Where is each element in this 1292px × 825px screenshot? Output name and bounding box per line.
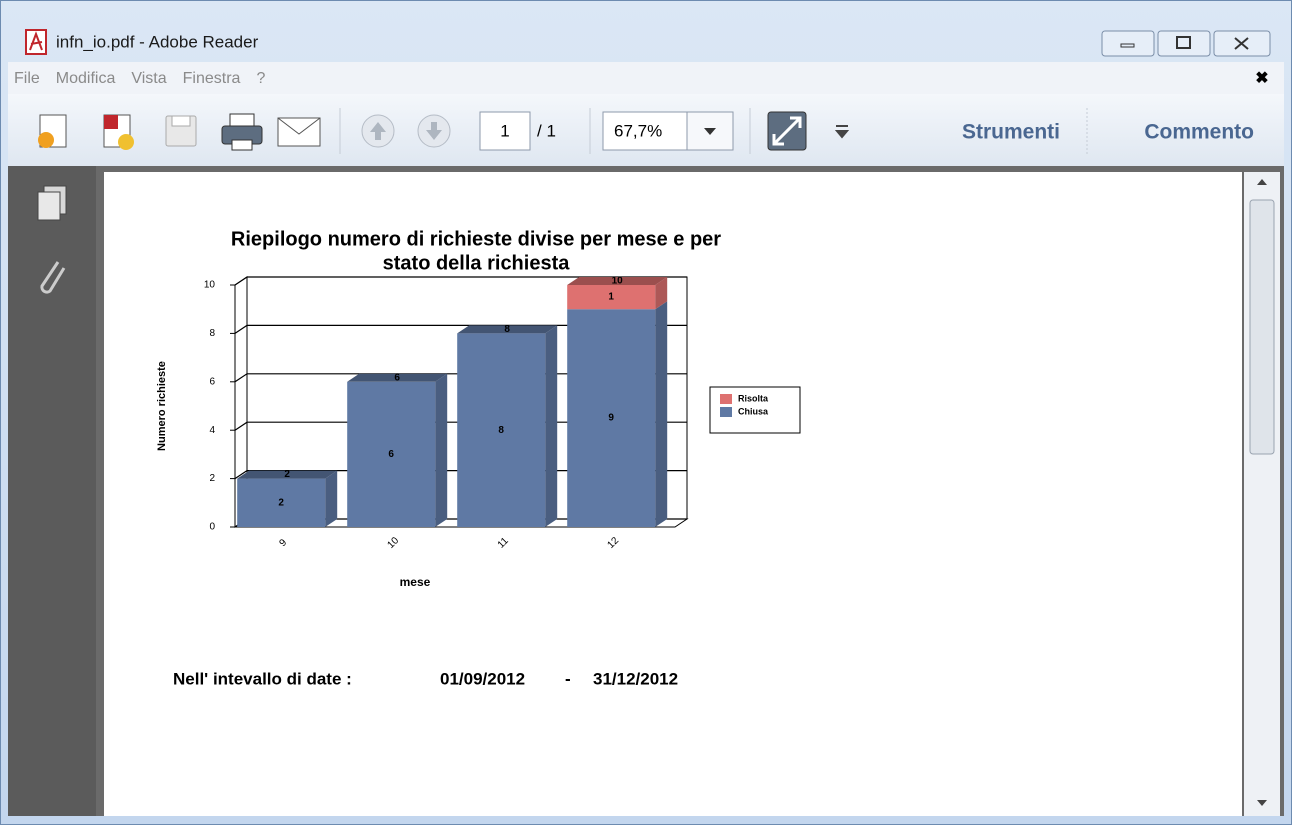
print-icon-paper bbox=[229, 113, 255, 127]
chart-title: stato della richiesta bbox=[383, 252, 571, 274]
chart: Riepilogo numero di richieste divise per… bbox=[156, 228, 801, 589]
y-tick-label: 8 bbox=[209, 328, 215, 339]
zoom-input[interactable] bbox=[602, 111, 688, 151]
legend-label: Risolta bbox=[738, 393, 769, 403]
zoom-value[interactable]: 67,7% bbox=[614, 121, 662, 140]
next-page-glyph bbox=[426, 122, 442, 140]
bar-top bbox=[567, 277, 668, 285]
email-icon-flap bbox=[277, 117, 321, 135]
y-tick-label: 0 bbox=[209, 522, 215, 533]
email-icon[interactable] bbox=[277, 117, 321, 147]
bar-top bbox=[237, 470, 338, 479]
menu-item[interactable]: Vista bbox=[131, 70, 166, 87]
chart-title: Riepilogo numero di richieste divise per… bbox=[231, 228, 721, 250]
bar-side bbox=[325, 470, 338, 527]
total-label: 10 bbox=[612, 276, 624, 287]
bar-side bbox=[435, 373, 448, 527]
menu-items: File Modifica Vista Finestra? bbox=[14, 70, 265, 87]
scrollbar-thumb[interactable] bbox=[1249, 199, 1275, 455]
maximize-button[interactable] bbox=[1157, 30, 1211, 57]
bar-side bbox=[655, 277, 668, 310]
save-icon-label bbox=[171, 115, 191, 127]
total-label: 2 bbox=[284, 469, 290, 480]
data-label: 8 bbox=[498, 425, 504, 436]
legend-swatch bbox=[720, 394, 732, 404]
convert-icon-badge bbox=[104, 115, 118, 129]
attachments-icon[interactable] bbox=[40, 261, 66, 294]
bar-top bbox=[347, 373, 448, 382]
y-axis-label: Numero richieste bbox=[156, 361, 168, 451]
prev-page-glyph bbox=[370, 122, 386, 140]
date-separator: - bbox=[565, 669, 571, 688]
date-to: 31/12/2012 bbox=[593, 669, 678, 688]
grid-line bbox=[234, 276, 687, 286]
app-icon-glyph bbox=[29, 31, 43, 51]
y-tick-label: 6 bbox=[209, 376, 215, 387]
print-icon-out bbox=[231, 139, 253, 151]
data-label: 2 bbox=[278, 497, 284, 508]
data-label: 9 bbox=[608, 413, 614, 424]
close-glyph bbox=[1234, 37, 1249, 50]
navigation-pane bbox=[8, 166, 96, 816]
legend-label: Chiusa bbox=[738, 406, 769, 416]
footer-label: Nell' intevallo di date : bbox=[173, 669, 352, 688]
create-icon-badge bbox=[38, 132, 54, 148]
bar bbox=[567, 285, 656, 310]
bar bbox=[347, 381, 436, 527]
convert-icon-gear bbox=[118, 134, 134, 150]
data-label: 1 bbox=[608, 292, 614, 303]
menu-item[interactable]: ? bbox=[256, 70, 265, 87]
menu-item[interactable]: File bbox=[14, 70, 40, 87]
y-tick-label: 10 bbox=[204, 280, 216, 291]
y-tick-label: 4 bbox=[209, 425, 215, 436]
pages-icon-front bbox=[37, 191, 61, 221]
comment-button[interactable]: Commento bbox=[1144, 121, 1254, 144]
legend-swatch bbox=[720, 407, 732, 417]
bar-side bbox=[545, 325, 558, 527]
page-input[interactable] bbox=[479, 111, 531, 151]
fullscreen-glyph bbox=[772, 116, 802, 146]
more-tools[interactable] bbox=[834, 125, 850, 139]
bar bbox=[567, 309, 656, 527]
menu-bar bbox=[8, 62, 1284, 94]
page-total: / 1 bbox=[537, 121, 556, 140]
window-controls bbox=[1101, 30, 1271, 57]
toolbar-icons bbox=[38, 108, 1088, 154]
bar bbox=[237, 478, 326, 527]
total-label: 6 bbox=[394, 372, 400, 383]
date-from: 01/09/2012 bbox=[440, 669, 525, 688]
tools-button[interactable]: Strumenti bbox=[962, 121, 1060, 144]
menu-item[interactable]: Modifica bbox=[56, 70, 116, 87]
zoom-dropdown-arrow bbox=[704, 128, 716, 135]
y-tick-label: 2 bbox=[209, 473, 215, 484]
window-title: infn_io.pdf - Adobe Reader bbox=[56, 32, 259, 51]
bar bbox=[457, 333, 546, 527]
x-axis-label: mese bbox=[400, 575, 431, 589]
bar-top bbox=[457, 325, 558, 334]
minimize-glyph bbox=[1120, 43, 1135, 48]
menu-item[interactable]: Finestra bbox=[183, 70, 241, 87]
maximize-glyph bbox=[1176, 36, 1191, 49]
bar-side bbox=[655, 301, 668, 527]
menu-close[interactable]: ✖ bbox=[1255, 70, 1268, 87]
page-number[interactable]: 1 bbox=[500, 121, 509, 140]
total-label: 8 bbox=[504, 324, 510, 335]
data-label: 6 bbox=[388, 449, 394, 460]
